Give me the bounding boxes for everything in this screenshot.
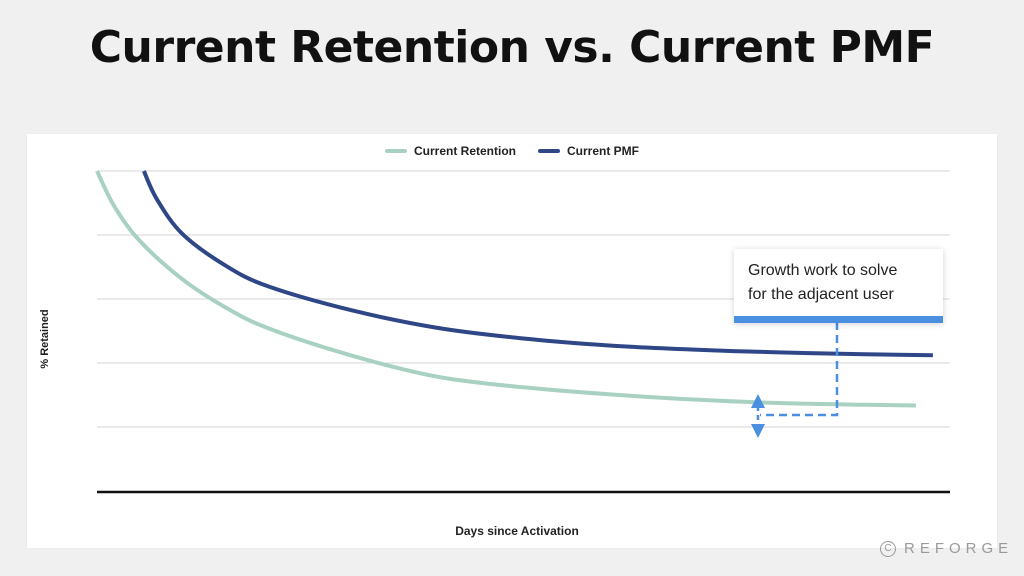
arrow-down-icon [751, 424, 765, 438]
legend-item-current-retention: Current Retention [385, 144, 516, 158]
chart-card: Current Retention Current PMF % Retained… [27, 134, 997, 548]
chart-plot [95, 170, 950, 494]
annotation-connector [760, 322, 839, 417]
chart-legend: Current Retention Current PMF [27, 144, 997, 158]
legend-label-current-pmf: Current PMF [567, 144, 639, 158]
series-line-current-retention [95, 170, 916, 408]
page-title: Current Retention vs. Current PMF [89, 22, 935, 73]
y-axis-label: % Retained [39, 309, 51, 369]
legend-item-current-pmf: Current PMF [538, 144, 639, 158]
x-axis-label: Days since Activation [455, 524, 579, 538]
brand-logo: C REFORGE [880, 540, 1013, 557]
legend-swatch-current-pmf [538, 149, 560, 153]
annotation-callout: Growth work to solve for the adjacent us… [734, 249, 943, 323]
brand-name: REFORGE [904, 540, 1014, 557]
legend-swatch-current-retention [385, 149, 407, 153]
annotation-text-line1: Growth work to solve [748, 262, 898, 279]
arrow-up-icon [751, 394, 765, 408]
copyright-circle-icon: C [880, 540, 896, 557]
legend-label-current-retention: Current Retention [414, 144, 516, 158]
annotation-accent-bar [734, 316, 943, 323]
annotation-text-line2: for the adjacent user [748, 286, 894, 303]
series-line-current-pmf [142, 170, 933, 358]
